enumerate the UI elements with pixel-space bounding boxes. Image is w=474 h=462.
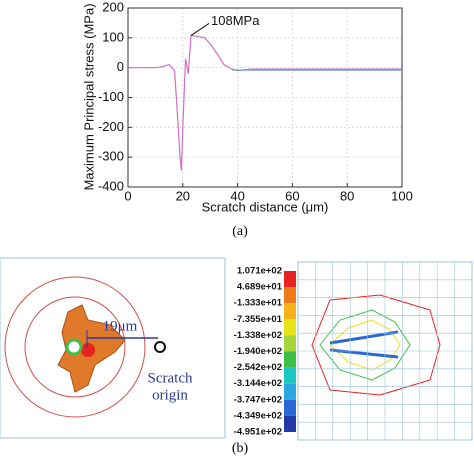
annotation: 108MPa bbox=[211, 13, 260, 28]
x-tick-label: 80 bbox=[340, 188, 354, 203]
origin-marker bbox=[154, 341, 166, 353]
colorbar-label: -2.542e+02 bbox=[234, 362, 282, 373]
colorbar-label: -1.333e+01 bbox=[234, 298, 283, 309]
contour bbox=[329, 330, 399, 345]
colorbar-swatch bbox=[284, 351, 296, 368]
caption: (a) bbox=[232, 224, 248, 239]
colorbar-swatch bbox=[284, 367, 296, 384]
colorbar-label: -4.951e+02 bbox=[234, 427, 282, 438]
origin-label: origin bbox=[152, 387, 188, 403]
region bbox=[81, 343, 95, 357]
colorbar-label: 1.071e+02 bbox=[237, 266, 282, 277]
contour bbox=[311, 294, 441, 396]
y-tick-label: -400 bbox=[98, 178, 124, 193]
y-axis-label: Maximum Principal stress (MPa) bbox=[81, 3, 96, 190]
colorbar-label: -1.338e+02 bbox=[234, 330, 282, 341]
right-image bbox=[297, 261, 473, 441]
colorbar-swatch bbox=[284, 303, 296, 320]
contour bbox=[329, 319, 401, 371]
plot-frame bbox=[127, 7, 403, 188]
dimension-label: 19μm bbox=[103, 318, 138, 334]
colorbar-swatch bbox=[284, 335, 296, 352]
y-tick-label: 0 bbox=[117, 59, 124, 74]
colorbar-label: 4.689e+01 bbox=[237, 282, 283, 293]
y-tick-label: 200 bbox=[102, 0, 124, 14]
colorbar-label: -7.355e+01 bbox=[234, 314, 283, 325]
contour bbox=[319, 309, 411, 381]
left-image: 19μm Scratch origin bbox=[0, 257, 226, 439]
ring bbox=[24, 296, 126, 398]
colorbar-label: -1.940e+02 bbox=[234, 346, 282, 357]
colorbar-swatch bbox=[284, 271, 296, 288]
region bbox=[65, 338, 83, 356]
caption: (b) bbox=[232, 441, 249, 456]
colorbar-label: -4.349e+02 bbox=[234, 410, 282, 421]
colorbar-swatch bbox=[284, 319, 296, 336]
origin-label: Scratch bbox=[148, 370, 193, 386]
x-tick-label: 40 bbox=[230, 188, 244, 203]
ring bbox=[4, 276, 146, 418]
colorbar-swatch bbox=[284, 399, 296, 416]
y-tick-label: -300 bbox=[98, 149, 124, 164]
y-tick-label: 100 bbox=[102, 29, 124, 44]
x-tick-label: 20 bbox=[176, 188, 190, 203]
colorbar-swatch bbox=[284, 383, 296, 400]
x-tick-label: 60 bbox=[285, 188, 299, 203]
x-axis-label: Scratch distance (μm) bbox=[202, 199, 329, 214]
colorbar-swatch bbox=[284, 415, 296, 432]
annotation-arrow bbox=[190, 23, 210, 36]
x-tick-label: 0 bbox=[124, 188, 131, 203]
x-tick-label: 100 bbox=[391, 188, 413, 203]
colorbar-label: -3.747e+02 bbox=[234, 394, 282, 405]
y-tick-label: -200 bbox=[98, 119, 124, 134]
y-tick-label: -100 bbox=[98, 89, 124, 104]
colorbar-swatch bbox=[284, 287, 296, 304]
line bbox=[128, 34, 402, 171]
colorbar-label: -3.144e+02 bbox=[234, 378, 282, 389]
